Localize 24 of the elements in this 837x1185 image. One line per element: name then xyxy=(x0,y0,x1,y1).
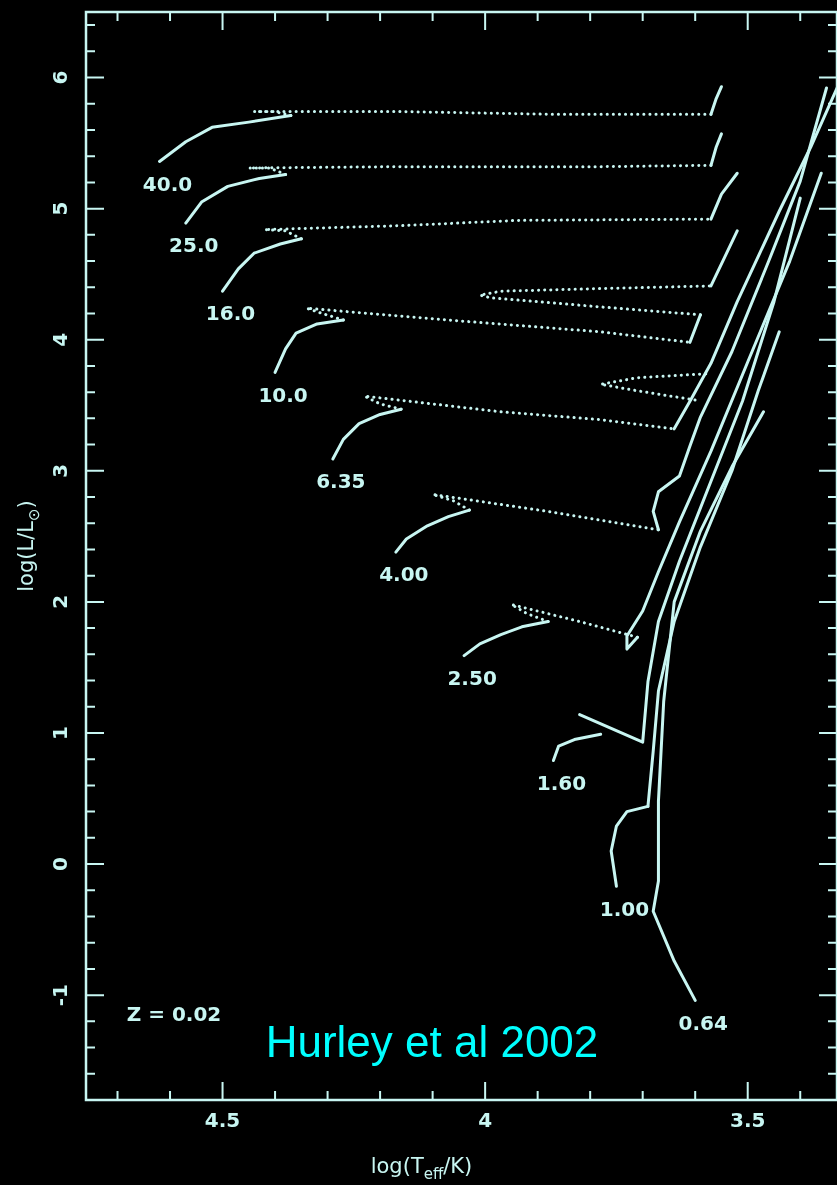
series-label: 25.0 xyxy=(169,233,219,258)
y-axis-title: log(L/L⊙) xyxy=(14,500,44,592)
y-tick-label: -1 xyxy=(48,984,73,1007)
annotation: Z = 0.02 xyxy=(126,1002,222,1027)
series-label: 0.64 xyxy=(678,1010,728,1035)
series-label: 40.0 xyxy=(142,171,193,196)
x-tick-label: 3.5 xyxy=(730,1108,766,1133)
y-tick-label: 1 xyxy=(48,726,73,740)
x-tick-label: 4 xyxy=(478,1108,493,1133)
y-tick-label: 2 xyxy=(48,594,73,609)
annotation: Hurley et al 2002 xyxy=(265,1017,599,1067)
series-label: 6.35 xyxy=(316,469,366,494)
series-label: 16.0 xyxy=(205,301,256,326)
y-tick-label: 0 xyxy=(48,857,73,872)
series-label: 1.00 xyxy=(599,896,650,921)
series-label: 4.00 xyxy=(379,562,429,587)
series-label: 10.0 xyxy=(258,382,308,407)
y-tick-label: 6 xyxy=(48,70,73,85)
series-label: 1.60 xyxy=(536,770,587,795)
y-tick-label: 3 xyxy=(48,463,73,478)
x-tick-label: 4.5 xyxy=(204,1108,241,1133)
y-tick-label: 5 xyxy=(48,201,73,216)
y-tick-label: 4 xyxy=(48,332,73,347)
series-label: 2.50 xyxy=(447,665,497,690)
